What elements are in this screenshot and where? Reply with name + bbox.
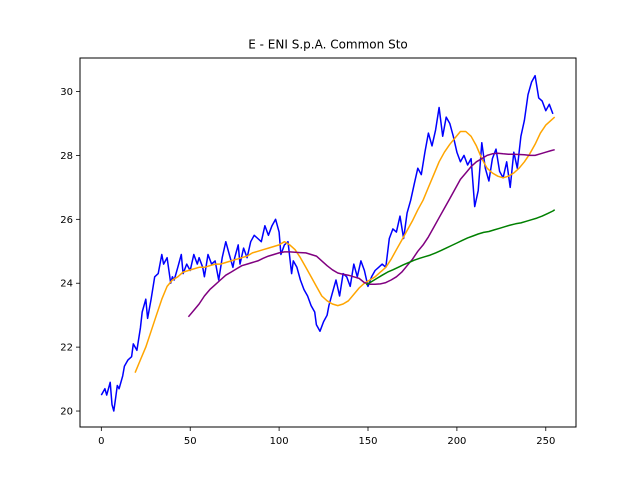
x-tick-label-1: 50 — [184, 436, 197, 447]
plot-area — [100, 74, 556, 412]
series-line-1 — [134, 116, 556, 373]
x-axis: 0 50 100 150 200 250 — [98, 427, 555, 447]
x-tick-label-4: 200 — [447, 436, 466, 447]
x-tick-label-3: 150 — [358, 436, 377, 447]
chart-title: E - ENI S.p.A. Common Sto — [248, 38, 407, 52]
y-tick-label-2: 24 — [60, 279, 73, 290]
x-tick-label-0: 0 — [98, 436, 104, 447]
axes-frame — [79, 57, 577, 428]
y-tick-label-5: 30 — [60, 87, 73, 98]
y-tick-label-3: 26 — [60, 215, 73, 226]
y-tick-label-0: 20 — [60, 407, 73, 418]
x-tick-label-2: 100 — [270, 436, 289, 447]
y-tick-label-4: 28 — [60, 151, 73, 162]
y-axis: 20 22 24 26 28 30 — [60, 87, 80, 418]
y-tick-label-1: 22 — [60, 343, 73, 354]
series-line-0 — [100, 74, 554, 412]
series-line-2 — [187, 148, 555, 318]
series-line-3 — [365, 209, 556, 286]
x-tick-label-5: 250 — [536, 436, 555, 447]
